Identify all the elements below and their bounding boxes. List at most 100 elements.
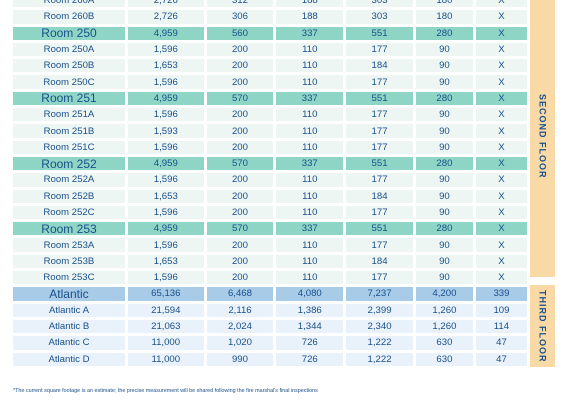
capacity-value-cell: 188 — [276, 0, 344, 8]
capacity-value-cell: 1,593 — [127, 124, 204, 138]
capacity-value-cell: 177 — [346, 108, 413, 122]
room-name-cell: Room 251 — [13, 91, 125, 106]
capacity-value-cell: 200 — [206, 75, 274, 89]
room-row: Room 252C 1,596 200 110 177 90 X — [13, 205, 527, 220]
capacity-mark-cell: 114 — [475, 319, 527, 334]
capacity-mark-cell: X — [475, 124, 527, 138]
room-row: Room 251C 1,596 200 110 177 90 X — [13, 140, 527, 154]
capacity-value-cell: 4,959 — [127, 222, 204, 236]
second-floor-label: SECOND FLOOR — [537, 93, 548, 179]
capacity-value-cell: 2,024 — [206, 319, 274, 334]
capacity-value-cell: 551 — [346, 91, 413, 106]
capacity-value-cell: 200 — [206, 238, 274, 252]
capacity-mark-cell: 47 — [475, 336, 527, 350]
capacity-value-cell: 90 — [415, 238, 473, 252]
capacity-value-cell: 1,653 — [127, 189, 204, 203]
capacity-mark-cell: X — [475, 189, 527, 203]
capacity-value-cell: 1,596 — [127, 205, 204, 220]
capacity-mark-cell: X — [475, 205, 527, 220]
capacity-value-cell: 337 — [276, 26, 344, 40]
room-row: Room 253A 1,596 200 110 177 90 X — [13, 238, 527, 252]
capacity-value-cell: 7,237 — [346, 287, 413, 301]
capacity-mark-cell: X — [475, 0, 527, 8]
capacity-value-cell: 337 — [276, 91, 344, 106]
room-name-cell: Room 250A — [13, 42, 125, 57]
capacity-value-cell: 4,080 — [276, 287, 344, 301]
capacity-value-cell: 65,136 — [127, 287, 204, 301]
capacity-value-cell: 110 — [276, 124, 344, 138]
third-floor-label: THIRD FLOOR — [537, 289, 548, 363]
capacity-mark-cell: 109 — [475, 303, 527, 317]
capacity-value-cell: 177 — [346, 271, 413, 285]
capacity-value-cell: 90 — [415, 59, 473, 73]
room-name-cell: Room 252B — [13, 189, 125, 203]
room-row: Atlantic B 21,063 2,024 1,344 2,340 1,260 114 — [13, 319, 527, 334]
capacity-mark-cell: X — [475, 254, 527, 269]
capacity-value-cell: 1,260 — [415, 319, 473, 334]
capacity-value-cell: 1,020 — [206, 336, 274, 350]
capacity-value-cell: 177 — [346, 42, 413, 57]
capacity-value-cell: 200 — [206, 173, 274, 187]
room-name-cell: Atlantic A — [13, 303, 125, 317]
capacity-value-cell: 337 — [276, 156, 344, 171]
capacity-value-cell: 1,596 — [127, 42, 204, 57]
capacity-value-cell: 110 — [276, 59, 344, 73]
capacity-value-cell: 110 — [276, 140, 344, 154]
capacity-value-cell: 11,000 — [127, 336, 204, 350]
room-row: Room 251A 1,596 200 110 177 90 X — [13, 108, 527, 122]
capacity-mark-cell: X — [475, 10, 527, 24]
capacity-value-cell: 570 — [206, 222, 274, 236]
capacity-mark-cell: X — [475, 173, 527, 187]
room-row: Room 251B 1,593 200 110 177 90 X — [13, 124, 527, 138]
capacity-mark-cell: X — [475, 26, 527, 40]
capacity-value-cell: 280 — [415, 26, 473, 40]
room-name-cell: Room 250B — [13, 59, 125, 73]
capacity-value-cell: 630 — [415, 352, 473, 366]
capacity-value-cell: 177 — [346, 173, 413, 187]
capacity-mark-cell: X — [475, 238, 527, 252]
capacity-mark-cell: X — [475, 59, 527, 73]
third-floor-band: THIRD FLOOR — [530, 285, 555, 367]
capacity-value-cell: 110 — [276, 42, 344, 57]
capacity-value-cell: 200 — [206, 140, 274, 154]
capacity-mark-cell: X — [475, 75, 527, 89]
capacity-value-cell: 4,959 — [127, 156, 204, 171]
room-name-cell: Atlantic — [13, 287, 125, 301]
capacity-value-cell: 11,000 — [127, 352, 204, 366]
capacity-value-cell: 180 — [415, 10, 473, 24]
room-name-cell: Room 253C — [13, 271, 125, 285]
capacity-value-cell: 2,399 — [346, 303, 413, 317]
capacity-value-cell: 200 — [206, 205, 274, 220]
capacity-value-cell: 90 — [415, 173, 473, 187]
capacity-mark-cell: X — [475, 108, 527, 122]
capacity-value-cell: 1,596 — [127, 75, 204, 89]
room-group-row: Atlantic 65,136 6,468 4,080 7,237 4,200 339 — [13, 287, 527, 301]
capacity-value-cell: 1,386 — [276, 303, 344, 317]
capacity-value-cell: 184 — [346, 59, 413, 73]
capacity-value-cell: 177 — [346, 124, 413, 138]
capacity-value-cell: 306 — [206, 10, 274, 24]
capacity-value-cell: 280 — [415, 91, 473, 106]
capacity-value-cell: 726 — [276, 352, 344, 366]
capacity-value-cell: 303 — [346, 0, 413, 8]
capacity-value-cell: 184 — [346, 254, 413, 269]
capacity-value-cell: 570 — [206, 91, 274, 106]
capacity-value-cell: 200 — [206, 271, 274, 285]
capacity-value-cell: 570 — [206, 156, 274, 171]
capacity-mark-cell: 47 — [475, 352, 527, 366]
capacity-value-cell: 4,200 — [415, 287, 473, 301]
capacity-value-cell: 1,596 — [127, 238, 204, 252]
capacity-value-cell: 1,222 — [346, 336, 413, 350]
room-name-cell: Room 252A — [13, 173, 125, 187]
capacity-value-cell: 200 — [206, 59, 274, 73]
room-row: Atlantic D 11,000 990 726 1,222 630 47 — [13, 352, 527, 366]
capacity-value-cell: 21,594 — [127, 303, 204, 317]
capacity-value-cell: 1,260 — [415, 303, 473, 317]
capacity-value-cell: 177 — [346, 205, 413, 220]
capacity-value-cell: 2,340 — [346, 319, 413, 334]
room-row: Room 260B 2,726 306 188 303 180 X — [13, 10, 527, 24]
capacity-value-cell: 303 — [346, 10, 413, 24]
room-name-cell: Atlantic C — [13, 336, 125, 350]
capacity-value-cell: 2,726 — [127, 0, 204, 8]
room-name-cell: Room 251B — [13, 124, 125, 138]
